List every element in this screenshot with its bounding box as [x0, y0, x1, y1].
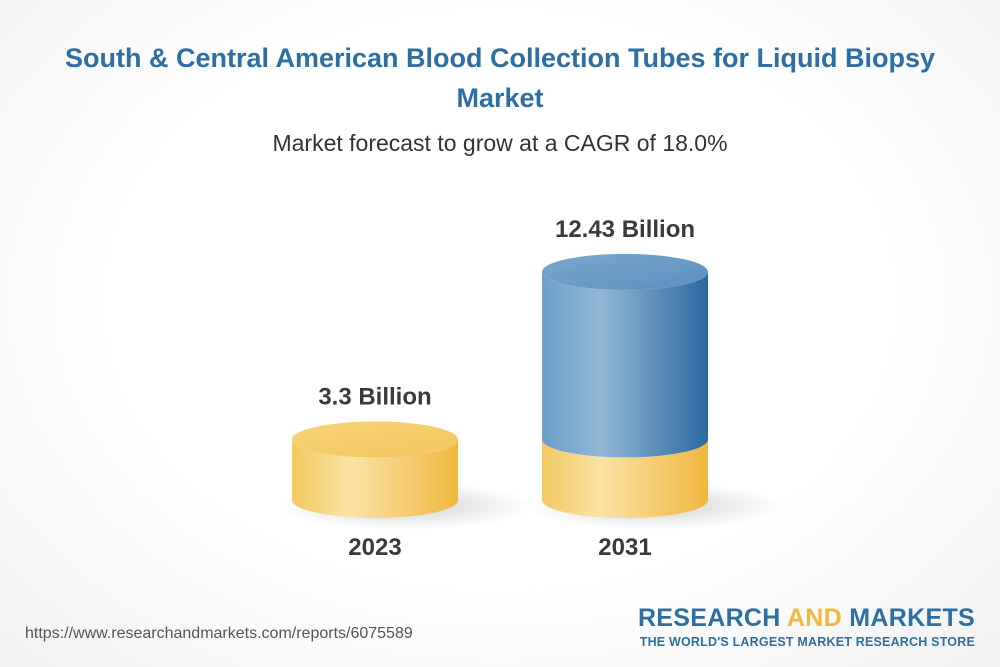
bar-top-cap: [542, 253, 708, 290]
bar-category-label: 2031: [598, 534, 651, 561]
bar-base-segment: [542, 439, 708, 518]
source-url[interactable]: https://www.researchandmarkets.com/repor…: [25, 625, 413, 642]
bar-2023: 3.3 Billion 2023: [277, 383, 533, 561]
bar-value-label: 3.3 Billion: [318, 383, 431, 410]
bar-category-label: 2023: [348, 534, 401, 561]
bar-growth-segment: [542, 271, 708, 458]
chart-subtitle: Market forecast to grow at a CAGR of 18.…: [272, 130, 728, 156]
bar-2031: 12.43 Billion 2031: [527, 216, 783, 561]
chart-title: South & Central American Blood Collectio…: [64, 43, 936, 113]
brand-logo: RESEARCH AND MARKETS THE WORLD'S LARGEST…: [638, 604, 975, 649]
bar-base-segment: [292, 439, 458, 518]
brand-tagline: THE WORLD'S LARGEST MARKET RESEARCH STOR…: [639, 635, 975, 649]
brand-name: RESEARCH AND MARKETS: [637, 604, 975, 632]
bar-top-cap: [292, 421, 458, 458]
bar-value-label: 12.43 Billion: [555, 216, 695, 243]
